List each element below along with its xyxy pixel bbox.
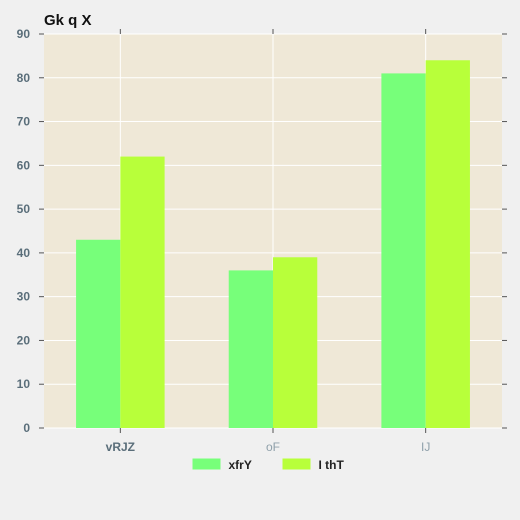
- y-tick-label: 70: [17, 115, 31, 129]
- chart-title: Gk q X: [44, 12, 92, 29]
- bar: [425, 60, 470, 429]
- y-tick-label: 80: [17, 71, 31, 85]
- x-tick-label: vRJZ: [106, 440, 135, 454]
- y-tick-label: 30: [17, 290, 31, 304]
- legend-label: xfrY: [229, 458, 252, 472]
- x-tick-label: IJ: [421, 440, 430, 454]
- legend-label: I thT: [319, 458, 345, 472]
- bar: [273, 257, 318, 428]
- legend-swatch: [192, 458, 221, 470]
- bars: [76, 60, 470, 429]
- y-tick-label: 60: [17, 158, 31, 172]
- y-tick-label: 20: [17, 333, 31, 347]
- bar: [120, 156, 165, 429]
- y-tick-label: 10: [17, 377, 31, 391]
- legend: xfrY I thT: [192, 458, 345, 472]
- bar: [381, 73, 426, 429]
- y-tick-label: 90: [17, 27, 31, 41]
- x-axis: vRJZ oF IJ: [106, 29, 430, 454]
- y-tick-label: 50: [17, 202, 31, 216]
- bar: [228, 270, 273, 428]
- y-axis: 0 10 20 30 40 50 60 70 80 90: [17, 27, 507, 435]
- bar: [76, 239, 121, 428]
- x-tick-label: oF: [266, 440, 280, 454]
- legend-swatch: [282, 458, 311, 470]
- y-tick-label: 40: [17, 246, 31, 260]
- y-tick-label: 0: [23, 421, 30, 435]
